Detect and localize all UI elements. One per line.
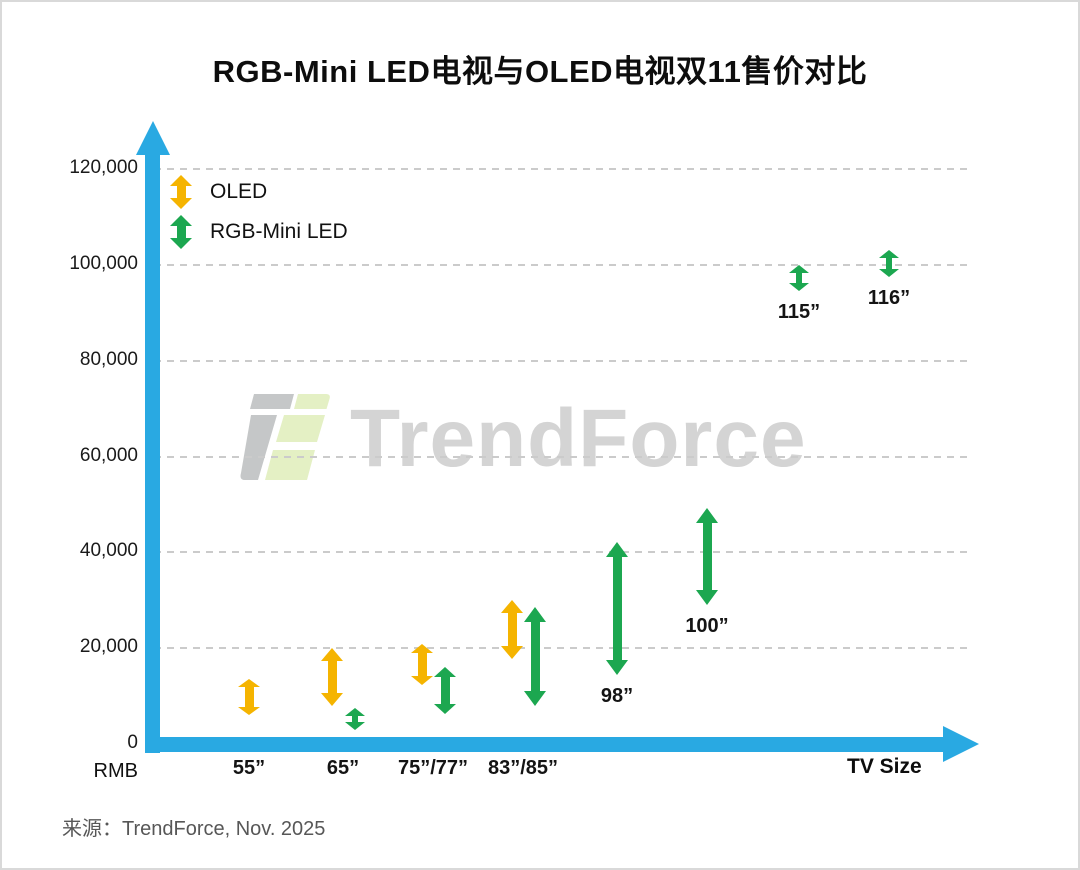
y-tick-label: 40,000 xyxy=(79,540,138,562)
gridline xyxy=(154,647,968,650)
legend-item-rgb-mini-led: RGB-Mini LED xyxy=(170,212,348,252)
x-axis-line xyxy=(145,737,945,752)
category-label-116: 116” xyxy=(867,286,911,309)
range-arrow-RGBMiniLED-98 xyxy=(605,541,629,676)
category-label-55: 55” xyxy=(232,757,266,779)
range-arrow-RGBMiniLED-100 xyxy=(695,507,719,606)
gridline xyxy=(154,264,968,266)
y-tick-label: 0 xyxy=(127,732,138,753)
y-tick-label: 20,000 xyxy=(79,636,138,658)
legend-label-oled: OLED xyxy=(210,180,268,203)
legend-item-oled: OLED xyxy=(170,172,348,212)
x-axis-arrowhead-icon xyxy=(943,726,979,762)
y-axis-arrowhead-icon xyxy=(136,121,170,155)
range-arrow-RGBMiniLED-7577 xyxy=(433,667,457,714)
gridline xyxy=(154,455,968,458)
range-arrow-RGBMiniLED-8385 xyxy=(523,607,547,706)
watermark-text: TrendForce xyxy=(350,393,807,484)
legend-arrow-icon xyxy=(170,215,193,249)
range-arrow-OLED-55 xyxy=(237,679,261,716)
oled-range-arrow-icon xyxy=(170,175,193,209)
x-axis-title: TV Size xyxy=(847,755,922,778)
category-label-7577: 75”/77” xyxy=(397,757,469,779)
rgb-mini-led-range-arrow-icon xyxy=(170,215,193,249)
legend-label-rgb-mini-led: RGB-Mini LED xyxy=(210,220,348,243)
y-tick-label: 80,000 xyxy=(79,348,138,370)
legend-arrow-icon xyxy=(170,175,193,209)
range-arrow-RGBMiniLED-115 xyxy=(789,265,809,291)
category-label-100: 100” xyxy=(685,615,729,638)
source-note: 来源：TrendForce, Nov. 2025 xyxy=(62,818,326,840)
gridline xyxy=(154,359,968,362)
range-arrow-RGBMiniLED-116 xyxy=(879,250,899,277)
y-axis-unit-label: RMB xyxy=(93,760,138,782)
gridline xyxy=(154,168,968,171)
range-arrow-OLED-8385 xyxy=(500,600,524,660)
gridline xyxy=(154,551,968,554)
category-label-8385: 83”/85” xyxy=(487,757,559,779)
legend: OLED RGB-Mini LED xyxy=(170,172,348,252)
category-label-65: 65” xyxy=(326,757,360,779)
range-arrow-OLED-7577 xyxy=(410,643,434,686)
y-tick-label: 60,000 xyxy=(79,444,138,466)
range-arrow-RGBMiniLED-65 xyxy=(345,708,365,730)
y-axis-line xyxy=(145,152,160,753)
y-tick-label: 100,000 xyxy=(69,253,138,274)
chart-title: RGB-Mini LED电视与OLED电视双11售价对比 xyxy=(212,54,868,89)
category-label-98: 98” xyxy=(600,685,634,708)
category-label-115: 115” xyxy=(777,300,821,323)
trendforce-logo-icon xyxy=(240,394,330,480)
trendforce-watermark: TrendForce xyxy=(239,390,807,482)
y-tick-label: 120,000 xyxy=(69,157,138,179)
range-arrow-OLED-65 xyxy=(320,648,344,706)
